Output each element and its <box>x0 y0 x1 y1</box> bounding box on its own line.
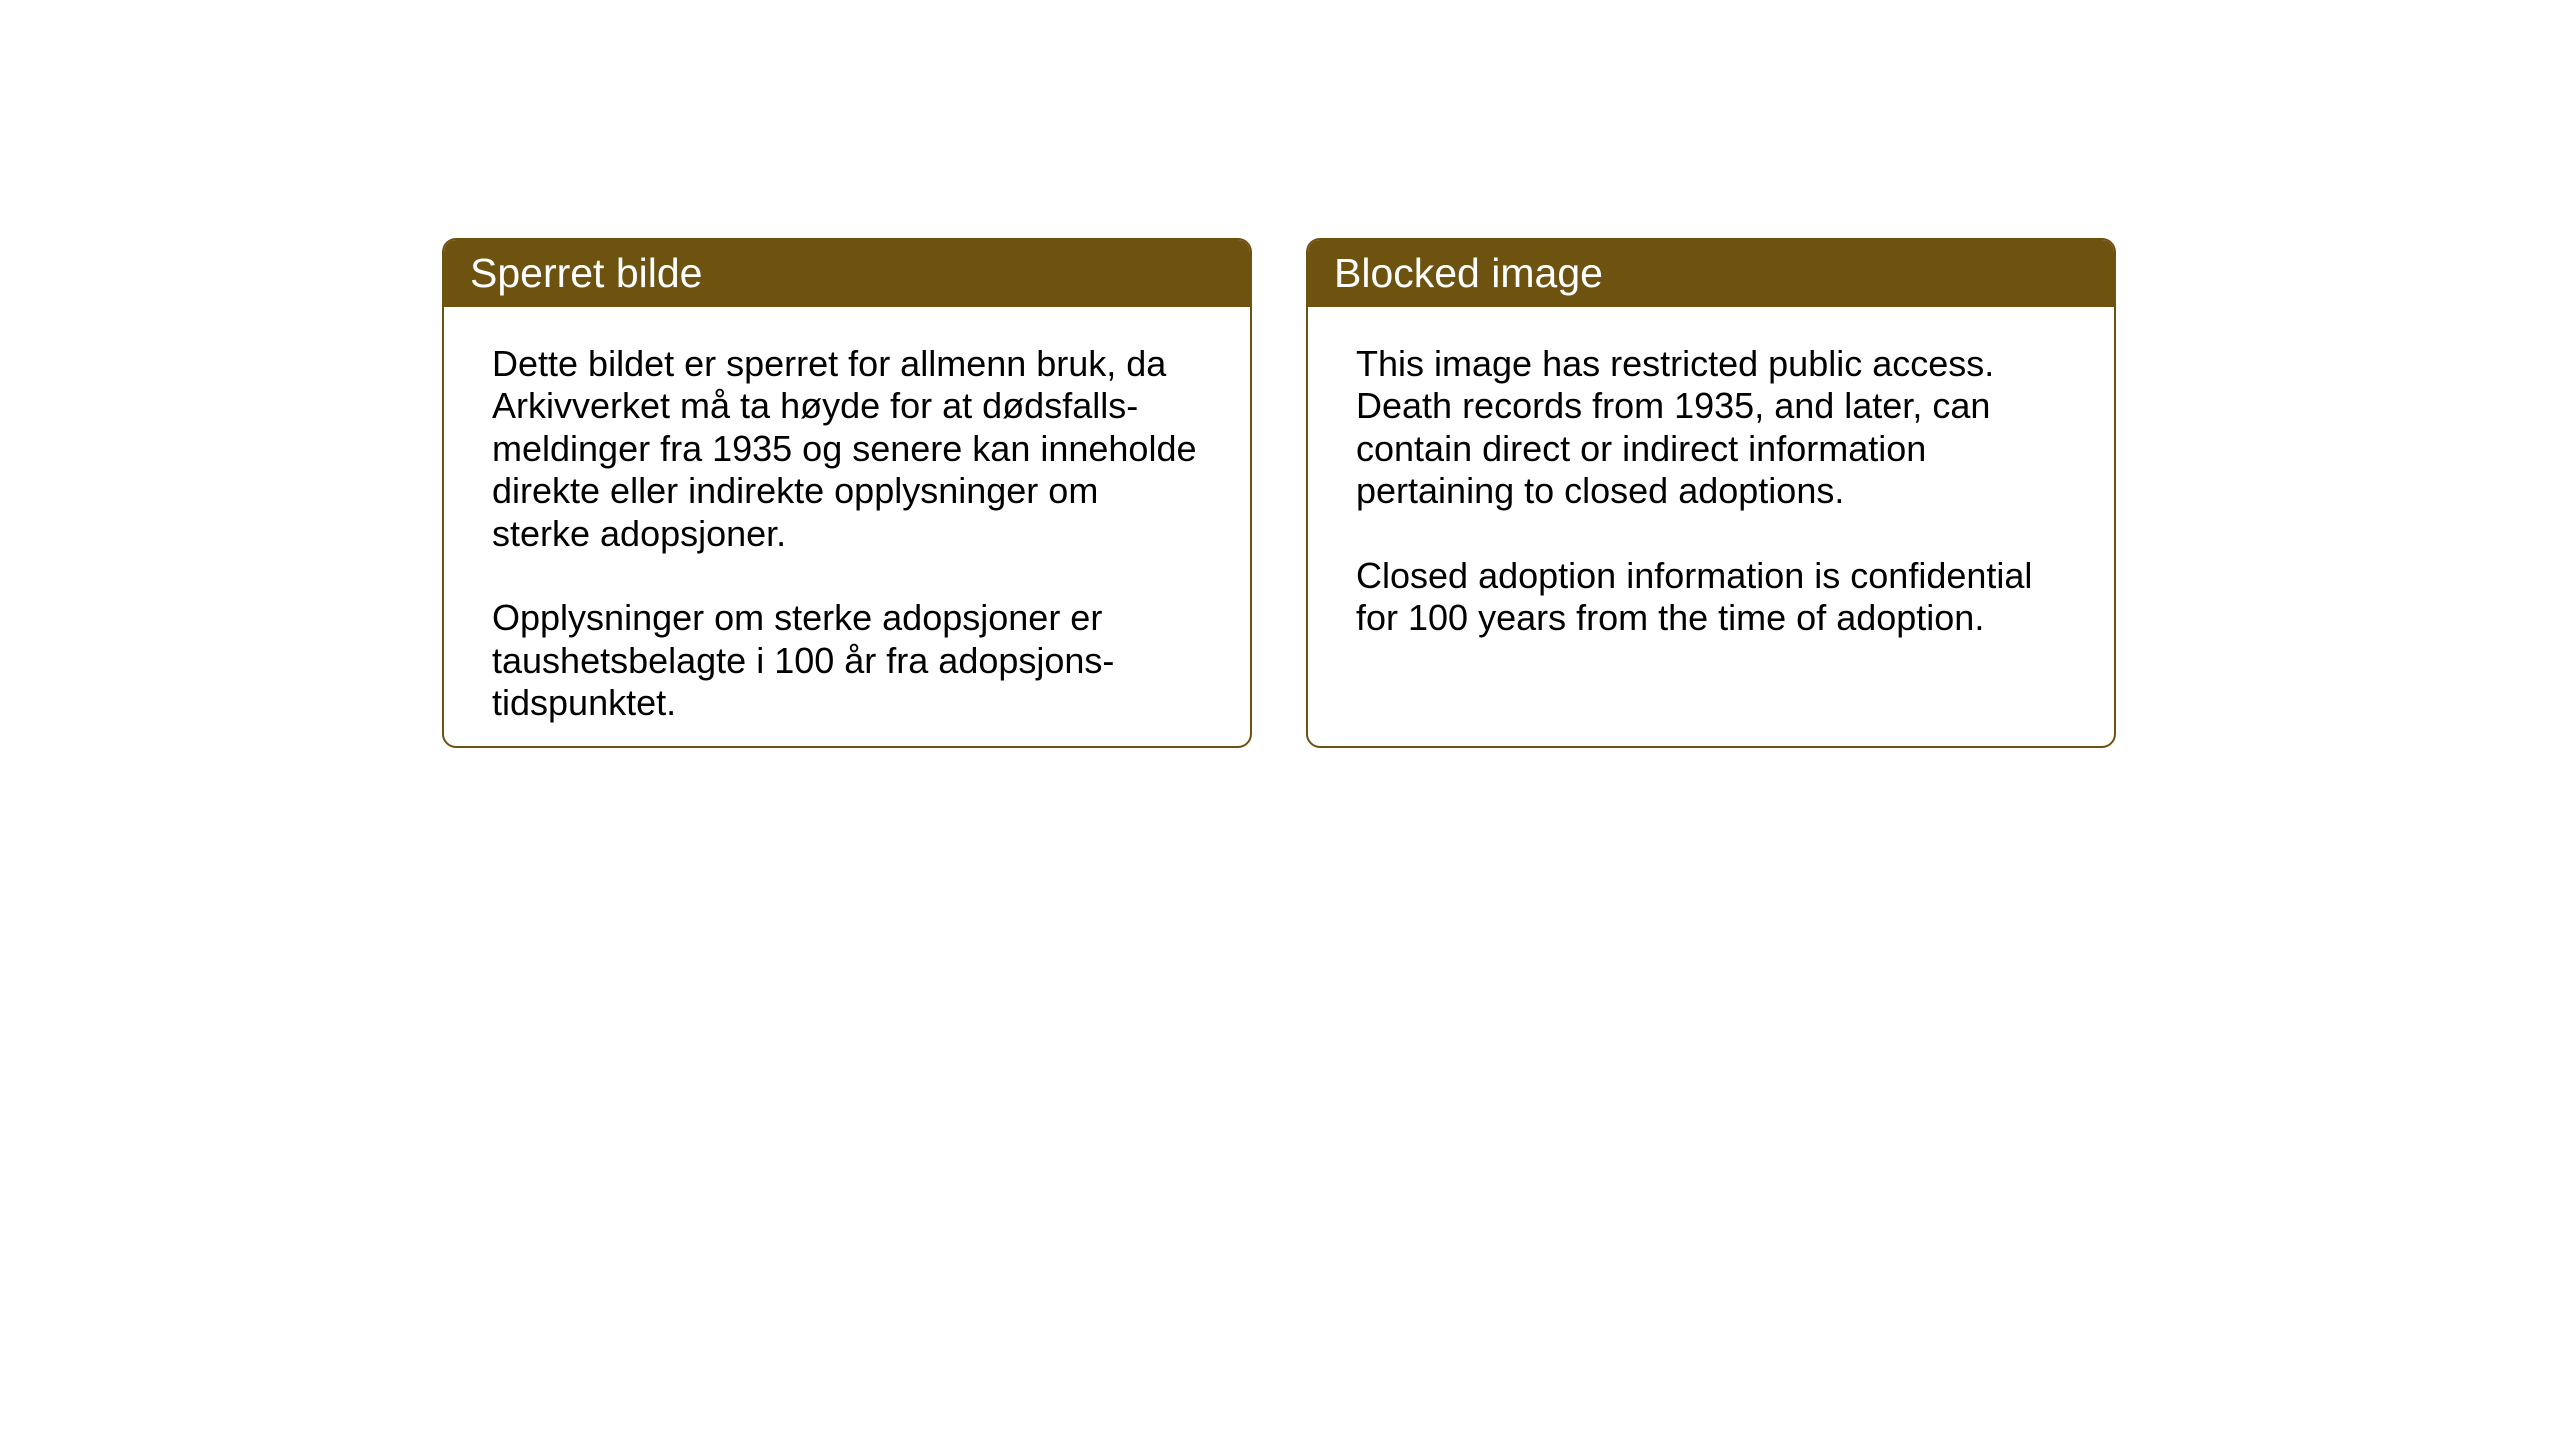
card-body-english: This image has restricted public access.… <box>1308 307 2114 676</box>
card-paragraph-1-norwegian: Dette bildet er sperret for allmenn bruk… <box>492 343 1202 555</box>
card-paragraph-2-norwegian: Opplysninger om sterke adopsjoner er tau… <box>492 597 1202 724</box>
card-norwegian: Sperret bilde Dette bildet er sperret fo… <box>442 238 1252 748</box>
card-title-norwegian: Sperret bilde <box>470 250 702 296</box>
cards-container: Sperret bilde Dette bildet er sperret fo… <box>442 238 2116 748</box>
card-body-norwegian: Dette bildet er sperret for allmenn bruk… <box>444 307 1250 748</box>
card-title-english: Blocked image <box>1334 250 1603 296</box>
card-header-norwegian: Sperret bilde <box>444 240 1250 307</box>
card-english: Blocked image This image has restricted … <box>1306 238 2116 748</box>
card-header-english: Blocked image <box>1308 240 2114 307</box>
card-paragraph-2-english: Closed adoption information is confident… <box>1356 555 2066 640</box>
card-paragraph-1-english: This image has restricted public access.… <box>1356 343 2066 513</box>
